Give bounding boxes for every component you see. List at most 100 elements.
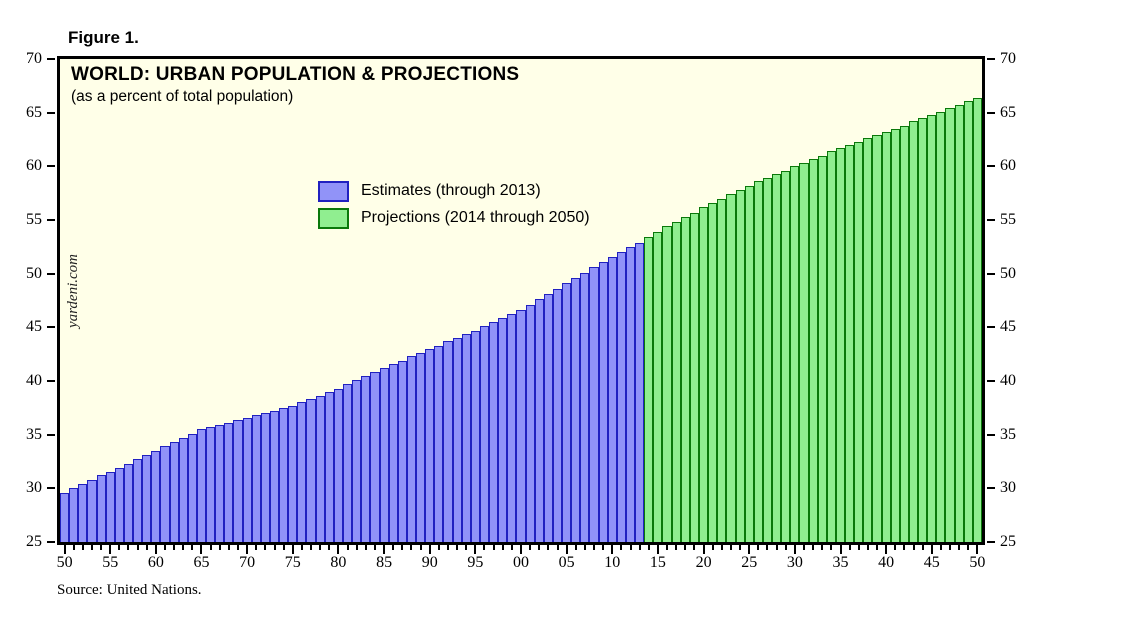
bar-1987 [397, 360, 407, 542]
x-tick-1957 [127, 545, 130, 550]
x-tick-1978 [319, 545, 322, 550]
x-label-1975: 75 [284, 554, 301, 571]
x-tick-2018 [684, 545, 687, 550]
x-tick-2016 [666, 545, 669, 550]
x-tick-1964 [191, 545, 194, 550]
bar-2037 [854, 141, 864, 542]
x-tick-2025 [748, 545, 751, 554]
x-tick-1966 [209, 545, 212, 550]
x-tick-2019 [693, 545, 696, 550]
bar-1966 [206, 427, 216, 542]
x-tick-2024 [739, 545, 742, 550]
x-tick-2021 [711, 545, 714, 550]
bar-1978 [315, 396, 325, 542]
chart-subtitle: (as a percent of total population) [71, 88, 294, 105]
y-tick-right-60 [987, 165, 995, 168]
x-tick-1967 [218, 545, 221, 550]
y-label-left-25: 25 [26, 533, 42, 550]
bar-2026 [753, 181, 763, 542]
y-label-left-70: 70 [26, 50, 42, 67]
y-tick-left-70 [47, 58, 55, 60]
x-tick-2046 [939, 545, 942, 550]
bar-2015 [653, 231, 663, 542]
bar-1988 [406, 356, 417, 542]
bar-2049 [963, 100, 973, 542]
bar-2001 [525, 304, 535, 542]
bar-2031 [799, 163, 809, 542]
x-label-1990: 90 [421, 554, 438, 571]
bars-layer [60, 59, 982, 542]
estimates-swatch [318, 180, 349, 202]
x-tick-1999 [510, 545, 513, 550]
y-tick-left-55 [47, 219, 55, 221]
y-label-left-60: 60 [26, 157, 42, 175]
x-tick-2048 [958, 545, 961, 550]
bar-2020 [699, 207, 709, 542]
x-tick-2013 [638, 545, 641, 550]
x-tick-1956 [118, 545, 121, 550]
x-label-1950: 50 [56, 554, 73, 571]
bar-1970 [242, 417, 252, 542]
legend-item-estimates: Estimates (through 2013) [318, 180, 590, 202]
x-label-2015: 15 [649, 554, 666, 571]
y-tick-left-40 [47, 380, 55, 382]
x-label-2020: 20 [695, 554, 712, 571]
x-tick-2020 [702, 545, 705, 554]
y-label-right-30: 30 [1000, 479, 1016, 497]
x-tick-2038 [866, 545, 869, 550]
bar-2022 [717, 198, 727, 542]
bar-1964 [187, 433, 197, 542]
bar-1973 [269, 411, 280, 542]
x-label-2005: 05 [558, 554, 575, 571]
bar-1998 [498, 317, 508, 542]
bar-2028 [772, 173, 782, 542]
bar-1961 [160, 446, 170, 542]
x-tick-1995 [474, 545, 477, 554]
x-tick-1993 [456, 545, 459, 550]
bar-2041 [890, 128, 900, 542]
bar-1967 [215, 425, 225, 542]
x-tick-2040 [885, 545, 888, 554]
x-tick-1963 [182, 545, 185, 550]
bar-1975 [288, 405, 298, 542]
bar-1989 [416, 353, 426, 542]
bar-2029 [781, 170, 791, 542]
x-tick-1981 [346, 545, 349, 550]
y-label-right-65: 65 [1000, 103, 1016, 121]
bar-1991 [434, 345, 444, 542]
y-label-right-25: 25 [1000, 533, 1016, 550]
bar-2043 [908, 121, 919, 542]
bar-2003 [543, 294, 553, 542]
bar-1956 [114, 467, 124, 542]
bar-2002 [534, 299, 544, 542]
x-tick-1979 [328, 545, 331, 550]
bar-2014 [644, 237, 654, 542]
bar-2025 [744, 185, 754, 542]
x-tick-1971 [255, 545, 258, 550]
x-label-1995: 95 [467, 554, 484, 571]
bar-1960 [151, 450, 161, 542]
y-tick-right-35 [987, 433, 995, 436]
x-tick-1952 [81, 545, 84, 550]
x-label-1980: 80 [330, 554, 347, 571]
x-tick-1990 [428, 545, 431, 554]
x-tick-1977 [310, 545, 313, 550]
bar-1994 [461, 333, 471, 542]
bar-2007 [580, 272, 590, 542]
bar-2027 [762, 178, 773, 542]
x-tick-2002 [538, 545, 541, 550]
bar-2045 [927, 114, 937, 542]
x-tick-2032 [812, 545, 815, 550]
x-tick-2006 [574, 545, 577, 550]
legend-label: Projections (2014 through 2050) [361, 209, 590, 226]
x-label-2040: 40 [878, 554, 895, 571]
x-tick-1975 [291, 545, 294, 554]
x-label-1970: 70 [239, 554, 256, 571]
x-tick-1985 [383, 545, 386, 554]
y-tick-left-30 [47, 487, 55, 490]
bar-2018 [680, 216, 690, 542]
x-tick-1965 [200, 545, 203, 554]
bar-1990 [425, 348, 435, 542]
x-tick-1991 [437, 545, 440, 550]
bar-2032 [808, 158, 818, 542]
